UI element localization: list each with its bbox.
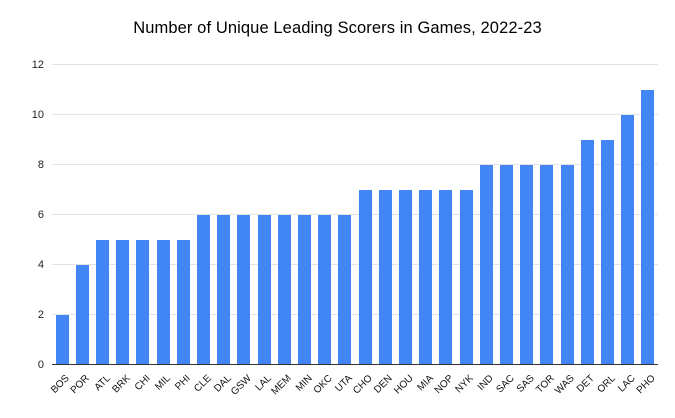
bar-slot [436,65,456,365]
bar-MIA [419,190,433,365]
bar-PHO [641,90,655,365]
bar-slot [476,65,496,365]
bar-MIL [156,240,170,365]
y-tick-4: 4 [37,259,44,271]
bar-WAS [560,165,574,365]
bar-slot [315,65,335,365]
bar-MEM [277,215,291,365]
bar-slot [133,65,153,365]
bars [52,65,658,365]
bar-slot [72,65,92,365]
gridline-6 [52,214,658,215]
y-tick-8: 8 [37,159,44,171]
bar-slot [597,65,617,365]
bar-slot [52,65,72,365]
y-axis-labels: 0 2 4 6 8 10 12 [0,59,44,371]
bar-slot [375,65,395,365]
bar-UTA [338,215,352,365]
y-tick-12: 12 [31,59,44,71]
x-axis-line [52,364,658,365]
bar-DEN [378,190,392,365]
bar-ORL [601,140,615,365]
y-tick-2: 2 [37,309,44,321]
bar-SAS [520,165,534,365]
bar-slot [274,65,294,365]
bar-DET [580,140,594,365]
bar-slot [618,65,638,365]
bar-slot [638,65,658,365]
bar-ATL [96,240,109,365]
gridline-10 [52,114,658,115]
bar-POR [75,265,89,365]
bar-BOS [55,315,69,365]
bar-slot [537,65,557,365]
gridline-12 [52,64,658,65]
chart-title: Number of Unique Leading Scorers in Game… [133,19,542,37]
bar-LAL [257,215,271,365]
gridline-8 [52,164,658,165]
bar-slot [577,65,597,365]
bar-HOU [399,190,413,365]
bar-slot [335,65,355,365]
y-tick-6: 6 [37,209,44,221]
bar-BRK [116,240,130,365]
bar-NYK [459,190,473,365]
bar-DAL [217,215,231,365]
bar-slot [557,65,577,365]
bar-MIN [298,215,312,365]
y-tick-10: 10 [31,109,44,121]
bar-slot [193,65,213,365]
bar-slot [456,65,476,365]
bar-slot [92,65,112,365]
bar-slot [254,65,274,365]
y-tick-0: 0 [37,359,44,371]
bar-GSW [237,215,251,365]
bar-slot [214,65,234,365]
bar-slot [113,65,133,365]
bar-slot [496,65,516,365]
bar-OKC [318,215,332,365]
bar-slot [517,65,537,365]
bar-slot [173,65,193,365]
bar-slot [355,65,375,365]
bar-PHI [176,240,190,365]
bar-TOR [540,165,554,365]
bar-CLE [197,215,211,365]
bar-CHO [358,190,372,365]
bar-slot [294,65,314,365]
bar-slot [234,65,254,365]
bar-CHI [136,240,150,365]
x-axis-labels: BOS POR ATL BRK CHI MIL PHI CLE DAL GSW LAL MEM MIN O… [49,366,658,418]
gridline-4 [52,264,658,265]
bar-SAC [500,165,514,365]
bar-slot [416,65,436,365]
bar-LAC [621,115,635,365]
bar-slot [395,65,415,365]
bar-NOP [439,190,453,365]
bar-slot [153,65,173,365]
bar-IND [479,165,493,365]
plot-area [52,64,658,365]
gridline-2 [52,314,658,315]
